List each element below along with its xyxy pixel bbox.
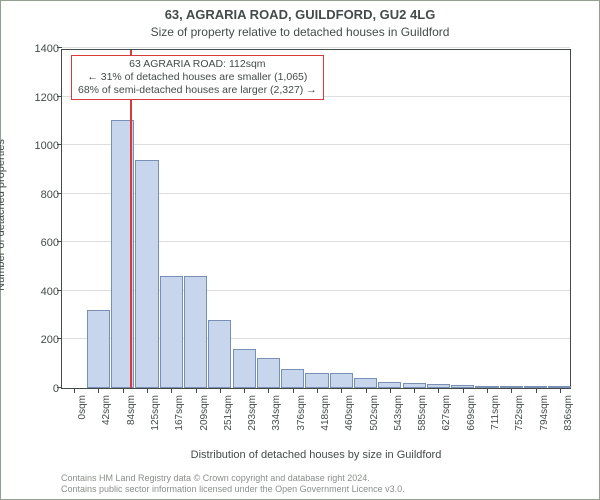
bar [160, 276, 183, 388]
chart-container: 63, AGRARIA ROAD, GUILDFORD, GU2 4LG Siz… [0, 0, 600, 500]
bar [87, 310, 110, 388]
y-tick-label: 800 [25, 189, 59, 201]
annotation-line1: 63 AGRARIA ROAD: 112sqm [78, 58, 317, 71]
bar [281, 369, 304, 388]
reference-line [130, 50, 132, 388]
annotation-line2: ← 31% of detached houses are smaller (1,… [78, 71, 317, 84]
credits-line2: Contains public sector information licen… [61, 484, 569, 495]
chart-title: 63, AGRARIA ROAD, GUILDFORD, GU2 4LG [1, 7, 599, 22]
credits-line1: Contains HM Land Registry data © Crown c… [61, 473, 569, 484]
y-tick-label: 400 [25, 286, 59, 298]
y-axis-label-wrap: Number of detached properties [0, 49, 11, 389]
y-axis-label: Number of detached properties [0, 55, 7, 375]
annotation-line3: 68% of semi-detached houses are larger (… [78, 84, 317, 97]
y-tick-label: 0 [25, 383, 59, 395]
x-axis-label: Distribution of detached houses by size … [61, 449, 571, 461]
bar [354, 378, 377, 388]
y-tick-label: 600 [25, 237, 59, 249]
y-tick-label: 1000 [25, 140, 59, 152]
bar [184, 276, 207, 388]
y-tick-label: 1400 [25, 43, 59, 55]
x-tick-label: 836sqm [563, 395, 600, 431]
bar [305, 373, 328, 388]
bar [135, 160, 158, 388]
bar [257, 358, 280, 388]
chart-subtitle: Size of property relative to detached ho… [1, 25, 599, 39]
bar [233, 349, 256, 388]
credits: Contains HM Land Registry data © Crown c… [61, 473, 569, 495]
y-tick-label: 1200 [25, 92, 59, 104]
annotation-box: 63 AGRARIA ROAD: 112sqm ← 31% of detache… [71, 55, 324, 100]
bar [330, 373, 353, 388]
y-tick-label: 200 [25, 334, 59, 346]
bar [208, 320, 231, 388]
